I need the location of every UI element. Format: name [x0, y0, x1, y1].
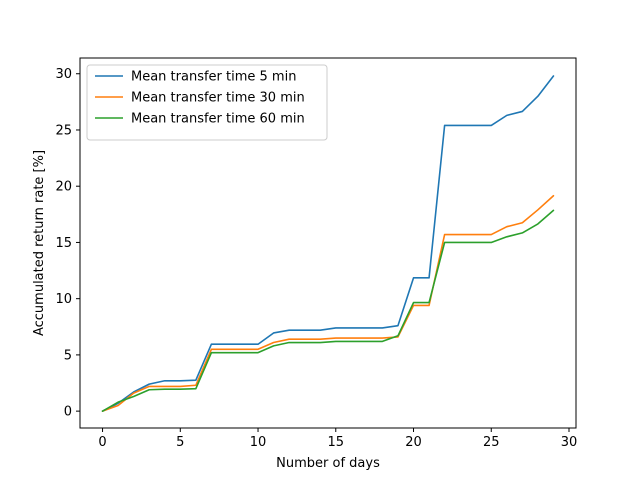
series-line-3 [101, 209, 555, 412]
legend-label: Mean transfer time 60 min [131, 112, 305, 127]
legend-label: Mean transfer time 5 min [131, 70, 296, 85]
y-tick-label: 10 [55, 292, 72, 307]
y-tick-label: 30 [55, 67, 72, 82]
x-tick-label: 25 [483, 435, 500, 450]
x-tick-label: 0 [98, 435, 106, 450]
x-tick-label: 30 [561, 435, 578, 450]
x-tick-label: 10 [250, 435, 267, 450]
legend-box [86, 64, 328, 141]
legend-label: Mean transfer time 30 min [131, 91, 305, 106]
legend: Mean transfer time 5 min Mean transfer ti… [86, 64, 328, 141]
x-tick-label: 15 [328, 435, 345, 450]
y-tick-label: 0 [64, 405, 72, 420]
series-line-2 [101, 194, 555, 412]
y-axis-label: Accumulated return rate [%] [32, 150, 47, 336]
y-axis-ticks: 0 5 10 15 20 25 30 [55, 67, 80, 420]
y-tick-label: 15 [55, 236, 72, 251]
series-layer [101, 75, 555, 412]
y-tick-label: 5 [64, 348, 72, 363]
y-tick-label: 25 [55, 123, 72, 138]
series-line-1 [101, 75, 555, 412]
x-tick-label: 20 [405, 435, 422, 450]
plot-frame [79, 57, 577, 429]
x-axis-label: Number of days [276, 456, 380, 471]
x-tick-label: 5 [176, 435, 184, 450]
y-tick-label: 20 [55, 180, 72, 195]
x-axis-ticks: 0 5 10 15 20 25 30 [98, 428, 577, 450]
